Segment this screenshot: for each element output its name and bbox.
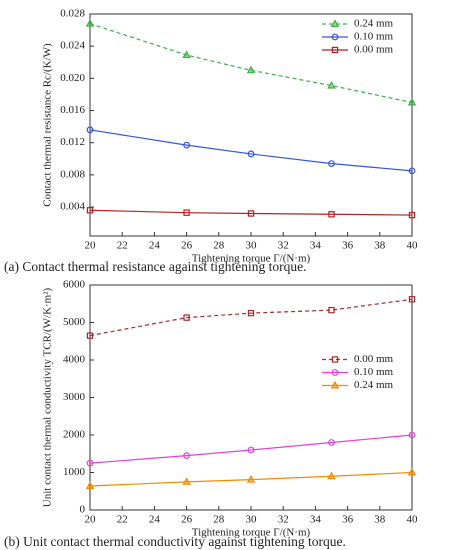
- x-tick-label: 34: [310, 240, 322, 252]
- data-point: [328, 306, 335, 314]
- data-point: [327, 80, 336, 89]
- caption: (b) Unit contact thermal conductivity ag…: [4, 534, 346, 549]
- x-tick-label: 20: [85, 514, 97, 526]
- data-point: [247, 309, 255, 317]
- x-tick-label: 28: [213, 240, 225, 252]
- y-tick-label: 0.020: [60, 72, 85, 84]
- y-tick-label: 0.016: [60, 104, 85, 116]
- x-tick-label: 30: [246, 514, 258, 526]
- data-point: [183, 314, 190, 321]
- data-point: [182, 477, 191, 485]
- data-point: [86, 126, 94, 134]
- data-point: [408, 167, 416, 175]
- legend-label: 0.24 mm: [354, 18, 394, 30]
- x-tick-label: 34: [310, 514, 322, 526]
- data-point: [246, 474, 256, 483]
- data-point: [247, 150, 255, 158]
- x-tick-label: 22: [117, 514, 128, 526]
- data-point: [408, 431, 416, 439]
- x-tick-label: 28: [213, 514, 225, 526]
- data-point: [328, 211, 335, 218]
- y-tick-label: 5000: [63, 316, 86, 328]
- data-point: [247, 210, 255, 217]
- x-tick-label: 24: [149, 514, 161, 526]
- data-point: [183, 452, 191, 460]
- x-tick-label: 38: [374, 240, 386, 252]
- data-point: [85, 481, 95, 489]
- x-tick-label: 32: [278, 514, 289, 526]
- legend-marker: [330, 19, 340, 27]
- x-tick-label: 40: [407, 514, 419, 526]
- y-tick-label: 0.024: [60, 40, 85, 52]
- data-point: [408, 296, 416, 303]
- legend-marker: [331, 33, 339, 41]
- x-tick-label: 36: [342, 240, 354, 252]
- y-tick-label: 6000: [63, 279, 86, 291]
- x-tick-label: 30: [246, 240, 258, 252]
- y-tick-label: 4000: [63, 354, 86, 366]
- data-point: [407, 97, 417, 106]
- y-tick-label: 3000: [63, 391, 86, 403]
- legend-marker: [331, 46, 339, 54]
- legend-label: 0.10 mm: [354, 366, 394, 378]
- x-axis-label: Tightening torque Γ/(N·m): [192, 253, 311, 265]
- data-point: [327, 471, 336, 480]
- data-point: [246, 65, 256, 74]
- y-axis-label: Contact thermal resistance Rc/(K/W): [42, 43, 54, 207]
- y-tick-label: 0.004: [60, 201, 85, 213]
- y-tick-label: 2000: [63, 429, 86, 441]
- y-tick-label: 0.008: [60, 168, 85, 180]
- data-point: [86, 332, 94, 339]
- y-tick-label: 0.012: [60, 136, 85, 148]
- x-axis-label: Tightening torque Γ/(N·m): [192, 527, 311, 539]
- data-point: [182, 50, 191, 59]
- data-point: [183, 141, 191, 149]
- series-line: [89, 209, 413, 216]
- legend-marker: [331, 356, 339, 363]
- x-tick-label: 22: [117, 240, 128, 252]
- x-tick-label: 32: [278, 240, 289, 252]
- x-tick-label: 20: [85, 240, 97, 252]
- series-line: [89, 129, 413, 172]
- legend-marker: [331, 369, 339, 376]
- x-tick-label: 26: [181, 514, 193, 526]
- x-tick-label: 36: [342, 514, 354, 526]
- y-tick-label: 1000: [63, 466, 86, 478]
- data-point: [86, 207, 94, 214]
- legend-label: 0.10 mm: [354, 31, 394, 43]
- series-line: [89, 434, 413, 464]
- caption: (a) Contact thermal resistance against t…: [4, 259, 307, 274]
- y-tick-label: 0: [80, 504, 86, 516]
- legend-label: 0.24 mm: [354, 379, 394, 391]
- data-point: [247, 446, 255, 454]
- x-tick-label: 38: [374, 514, 386, 526]
- series-line: [89, 298, 413, 337]
- data-point: [407, 467, 417, 476]
- legend-label: 0.00 mm: [354, 44, 394, 56]
- legend-label: 0.00 mm: [354, 353, 394, 365]
- y-tick-label: 0.028: [60, 8, 85, 20]
- x-tick-label: 24: [149, 240, 161, 252]
- data-point: [328, 160, 335, 168]
- data-point: [408, 211, 416, 219]
- legend-marker: [330, 380, 340, 389]
- y-axis-label: Unit contact thermal conductivity TCR/(W…: [42, 287, 54, 507]
- data-point: [85, 19, 95, 27]
- data-point: [86, 459, 94, 467]
- x-tick-label: 26: [181, 240, 193, 252]
- data-point: [183, 209, 190, 216]
- x-tick-label: 40: [407, 240, 419, 252]
- data-point: [328, 439, 335, 446]
